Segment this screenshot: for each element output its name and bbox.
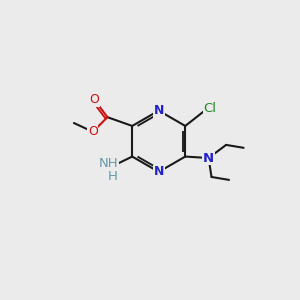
Text: N: N (154, 165, 164, 178)
Text: Cl: Cl (204, 102, 217, 115)
Text: N: N (203, 152, 214, 164)
Text: NH: NH (98, 158, 118, 170)
Text: O: O (89, 93, 99, 106)
Text: N: N (154, 104, 164, 117)
Text: O: O (88, 125, 98, 138)
Text: H: H (108, 169, 118, 183)
